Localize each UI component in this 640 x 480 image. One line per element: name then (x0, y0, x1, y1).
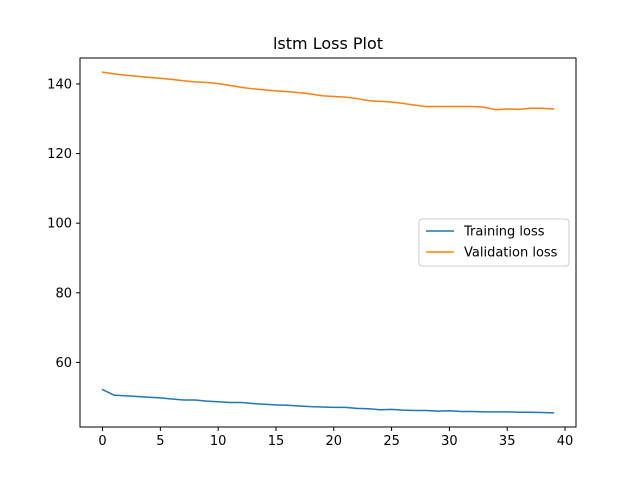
chart-title: lstm Loss Plot (273, 34, 383, 53)
x-tick-label: 35 (499, 434, 516, 449)
x-tick-label: 0 (98, 434, 106, 449)
x-tick-label: 40 (557, 434, 574, 449)
y-tick-label: 100 (47, 217, 72, 232)
y-axis: 60 80 100 120 140 (47, 77, 80, 371)
series-line-validation-loss (101, 71, 555, 111)
x-axis: 0 5 10 15 20 25 30 35 40 (98, 427, 573, 449)
series-line-training-loss (101, 388, 555, 414)
y-tick-label: 80 (55, 286, 72, 301)
legend-label: Training loss (463, 225, 545, 240)
axes-frame (79, 57, 577, 428)
x-tick-label: 5 (156, 434, 164, 449)
legend-box (418, 218, 570, 267)
plot-lines (101, 71, 555, 414)
y-tick-label: 60 (55, 356, 72, 371)
x-tick-label: 20 (326, 434, 343, 449)
y-tick-label: 140 (47, 77, 72, 92)
y-tick-label: 120 (47, 147, 72, 162)
x-tick-label: 30 (441, 434, 458, 449)
x-tick-label: 10 (210, 434, 227, 449)
x-tick-label: 15 (268, 434, 285, 449)
legend-label: Validation loss (464, 246, 558, 261)
legend: Training loss Validation loss (418, 218, 570, 267)
x-tick-label: 25 (383, 434, 400, 449)
